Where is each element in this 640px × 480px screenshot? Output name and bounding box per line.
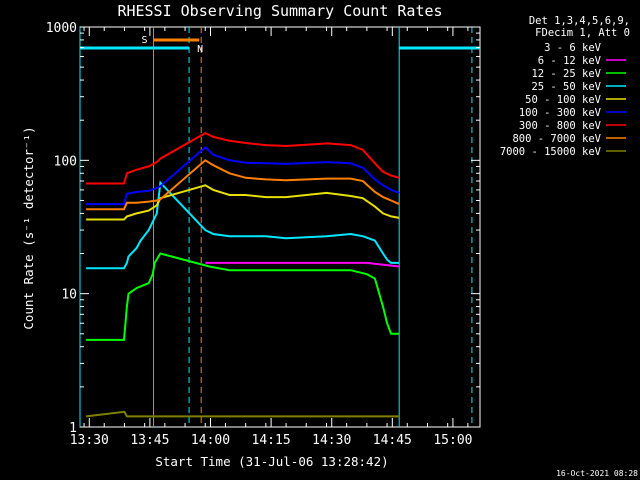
x-tick-label: 14:30 <box>312 433 351 448</box>
x-tick-label: 14:45 <box>373 433 412 448</box>
y-tick-label: 10 <box>61 288 77 303</box>
legend-entry-label: 3 - 6 keV <box>544 42 602 54</box>
datestamp: 16-Oct-2021 08:28 <box>556 469 638 478</box>
legend-header-line: FDecim 1, Att 0 <box>535 27 630 39</box>
annotation-group: NS <box>142 35 204 55</box>
series-line-3 <box>86 180 400 270</box>
x-tick-label: 14:00 <box>191 433 230 448</box>
series-line-7 <box>86 159 400 211</box>
axis-ticks: 13:30 13:45 14:00 14:15 14:30 14:45 15:00 1 10 10… <box>46 21 480 448</box>
series-line-8 <box>85 410 400 418</box>
legend-entry-label: 300 - 800 keV <box>519 120 602 132</box>
legend-entry-label: 100 - 300 keV <box>519 107 602 119</box>
x-tick-label: 13:30 <box>70 433 109 448</box>
series-group <box>85 131 400 418</box>
series-line-2 <box>86 252 400 341</box>
y-tick-label: 1000 <box>46 21 77 36</box>
x-tick-label: 13:45 <box>130 433 169 448</box>
legend-entry-label: 800 - 7000 keV <box>512 133 601 145</box>
series-line-6 <box>86 131 400 185</box>
legend-entry-label: 7000 - 15000 keV <box>500 146 602 158</box>
series-line-1 <box>205 261 400 268</box>
y-tick-label: 100 <box>54 154 77 169</box>
saa-label: S <box>142 35 148 46</box>
interval-markers <box>79 27 480 427</box>
chart-title: RHESSI Observing Summary Count Rates <box>117 2 442 20</box>
series-line-4 <box>86 184 400 221</box>
series-line-5 <box>86 146 400 206</box>
legend-entry-label: 50 - 100 keV <box>525 94 602 106</box>
x-axis-label: Start Time (31-Jul-06 13:28:42) <box>155 454 388 469</box>
legend-entry-label: 12 - 25 keV <box>531 68 601 80</box>
x-tick-label: 15:00 <box>433 433 472 448</box>
x-tick-label: 14:15 <box>252 433 291 448</box>
legend-header-line: Det 1,3,4,5,6,9, <box>529 15 630 27</box>
y-axis-label: Count Rate (s⁻¹ detector⁻¹) <box>21 126 36 329</box>
legend-entry-label: 25 - 50 keV <box>531 81 601 93</box>
legend: Det 1,3,4,5,6,9,FDecim 1, Att 0 3 - 6 keV… <box>500 15 630 158</box>
legend-entry-label: 6 - 12 keV <box>538 55 602 67</box>
night-label: N <box>197 44 203 55</box>
y-tick-label: 1 <box>69 421 77 436</box>
